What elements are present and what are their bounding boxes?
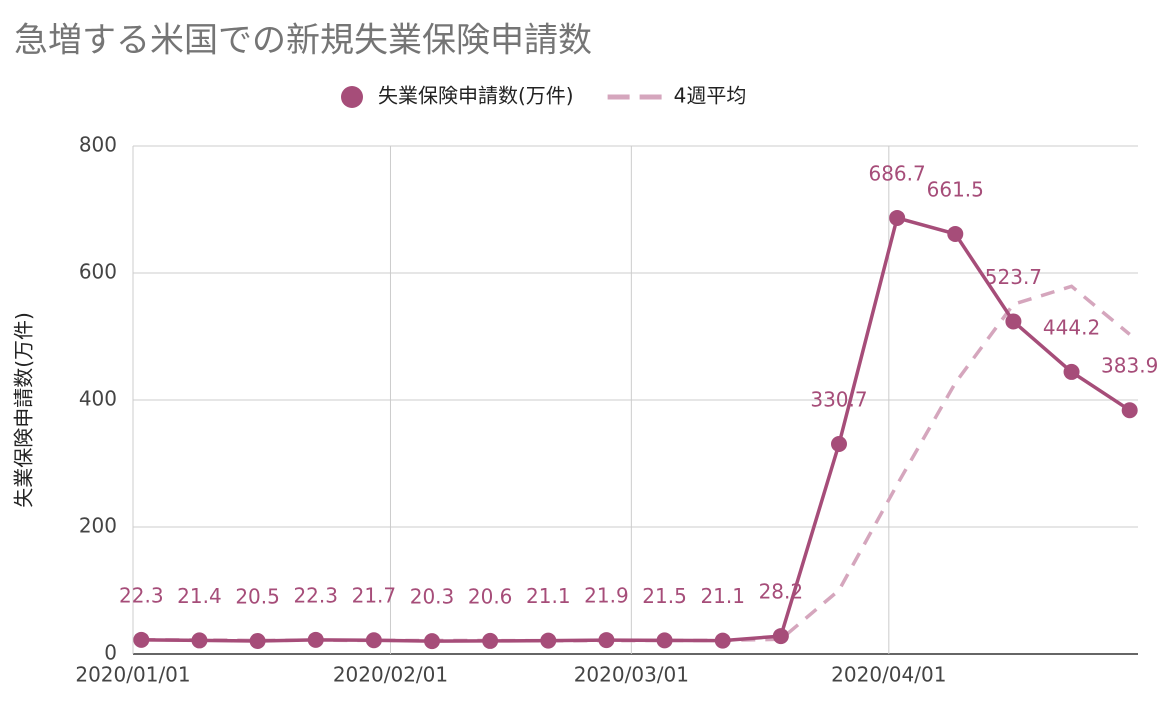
data-label: 21.1: [526, 584, 571, 608]
data-point: [714, 632, 731, 649]
data-point: [482, 632, 499, 649]
y-tick-label: 800: [79, 133, 117, 157]
x-tick-label: 2020/04/01: [831, 663, 946, 687]
legend-marker: [341, 86, 363, 108]
data-point: [830, 436, 847, 453]
data-point: [656, 632, 673, 649]
data-label: 28.2: [759, 580, 804, 604]
data-point: [947, 225, 964, 242]
data-label: 383.9: [1101, 354, 1158, 378]
data-point: [1121, 402, 1138, 419]
data-point: [540, 632, 557, 649]
data-point: [249, 632, 266, 649]
data-label: 523.7: [985, 265, 1042, 289]
data-label: 21.5: [642, 584, 687, 608]
data-label: 22.3: [119, 583, 164, 607]
chart-title: 急増する米国での新規失業保険申請数: [14, 21, 592, 61]
data-label: 21.4: [177, 584, 222, 608]
x-tick-label: 2020/02/01: [333, 663, 448, 687]
x-tick-label: 2020/01/01: [75, 663, 190, 687]
y-tick-label: 400: [79, 387, 117, 411]
y-tick-label: 0: [104, 641, 117, 665]
y-tick-label: 200: [79, 514, 117, 538]
data-point: [1005, 313, 1022, 330]
data-point: [772, 628, 789, 645]
data-label: 21.9: [584, 584, 629, 608]
data-label: 21.7: [352, 584, 397, 608]
data-label: 20.5: [235, 584, 280, 608]
y-axis-title: 失業保険申請数(万件): [12, 312, 36, 508]
data-point: [365, 632, 382, 649]
legend-label: 失業保険申請数(万件): [378, 84, 574, 108]
data-label: 661.5: [927, 177, 984, 201]
data-label: 444.2: [1043, 315, 1100, 339]
data-label: 330.7: [810, 388, 867, 412]
x-tick-label: 2020/03/01: [574, 663, 689, 687]
legend-label: 4週平均: [674, 84, 747, 108]
data-label: 20.6: [468, 584, 513, 608]
data-point: [889, 209, 906, 226]
data-label: 22.3: [293, 583, 338, 607]
data-point: [1063, 363, 1080, 380]
data-label: 686.7: [868, 161, 925, 185]
series-line: [141, 215, 1131, 643]
y-tick-label: 600: [79, 260, 117, 284]
series-line: [141, 284, 1131, 643]
data-label: 21.1: [700, 584, 745, 608]
data-label: 20.3: [410, 585, 455, 609]
data-point: [424, 633, 441, 650]
data-point: [598, 632, 615, 649]
data-point: [307, 631, 324, 648]
data-point: [133, 631, 150, 648]
data-point: [191, 632, 208, 649]
